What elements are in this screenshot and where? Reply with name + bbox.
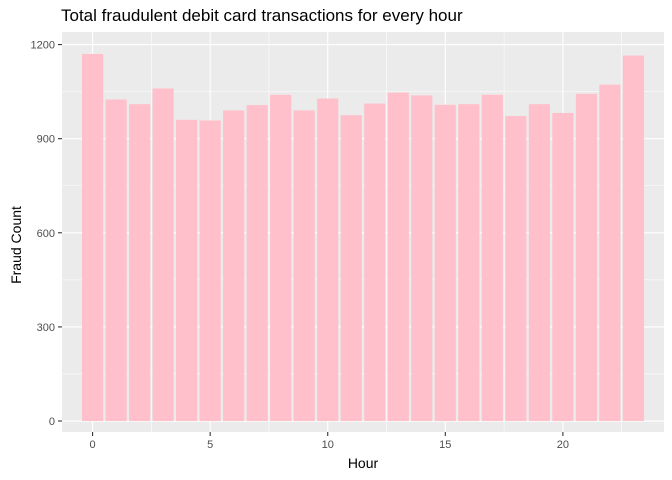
x-axis-label: Hour [347, 455, 379, 471]
bar-hour-23 [622, 55, 645, 422]
bar-hour-5 [199, 120, 221, 422]
y-tick-label: 1200 [31, 40, 55, 52]
bar-hour-7 [246, 105, 268, 422]
bar-hour-20 [552, 112, 574, 422]
x-tick-label: 5 [207, 439, 213, 451]
y-tick-label: 600 [37, 228, 55, 240]
bar-hour-16 [458, 104, 480, 422]
bar-hour-14 [411, 95, 433, 422]
y-axis-label: Fraud Count [8, 206, 24, 284]
bars [81, 53, 645, 422]
bar-hour-21 [575, 93, 597, 422]
bar-hour-19 [528, 104, 550, 422]
bar-hour-10 [317, 98, 339, 422]
bar-hour-17 [481, 94, 503, 422]
bar-hour-9 [293, 110, 315, 422]
x-tick-label: 10 [322, 439, 334, 451]
y-axis: 0 300 600 900 1200 [31, 40, 62, 428]
bar-hour-18 [505, 116, 527, 422]
bar-hour-15 [434, 104, 456, 422]
y-tick-label: 300 [37, 322, 55, 334]
bar-hour-11 [340, 115, 362, 422]
bar-hour-13 [387, 92, 409, 422]
bar-hour-2 [129, 104, 151, 422]
bar-hour-8 [270, 94, 292, 422]
bar-hour-22 [599, 84, 621, 422]
chart-title: Total fraudulent debit card transactions… [61, 6, 463, 25]
x-axis: 0 5 10 15 20 [90, 432, 569, 451]
y-tick-label: 0 [49, 416, 55, 428]
bar-hour-6 [223, 110, 245, 422]
bar-hour-1 [105, 99, 127, 422]
bar-hour-4 [176, 119, 198, 422]
bar-hour-3 [152, 88, 174, 422]
x-tick-label: 15 [439, 439, 451, 451]
x-tick-label: 0 [90, 439, 96, 451]
bar-hour-12 [364, 103, 386, 422]
y-tick-label: 900 [37, 134, 55, 146]
bar-hour-0 [81, 53, 104, 422]
plot-panel [62, 32, 664, 432]
x-tick-label: 20 [557, 439, 569, 451]
